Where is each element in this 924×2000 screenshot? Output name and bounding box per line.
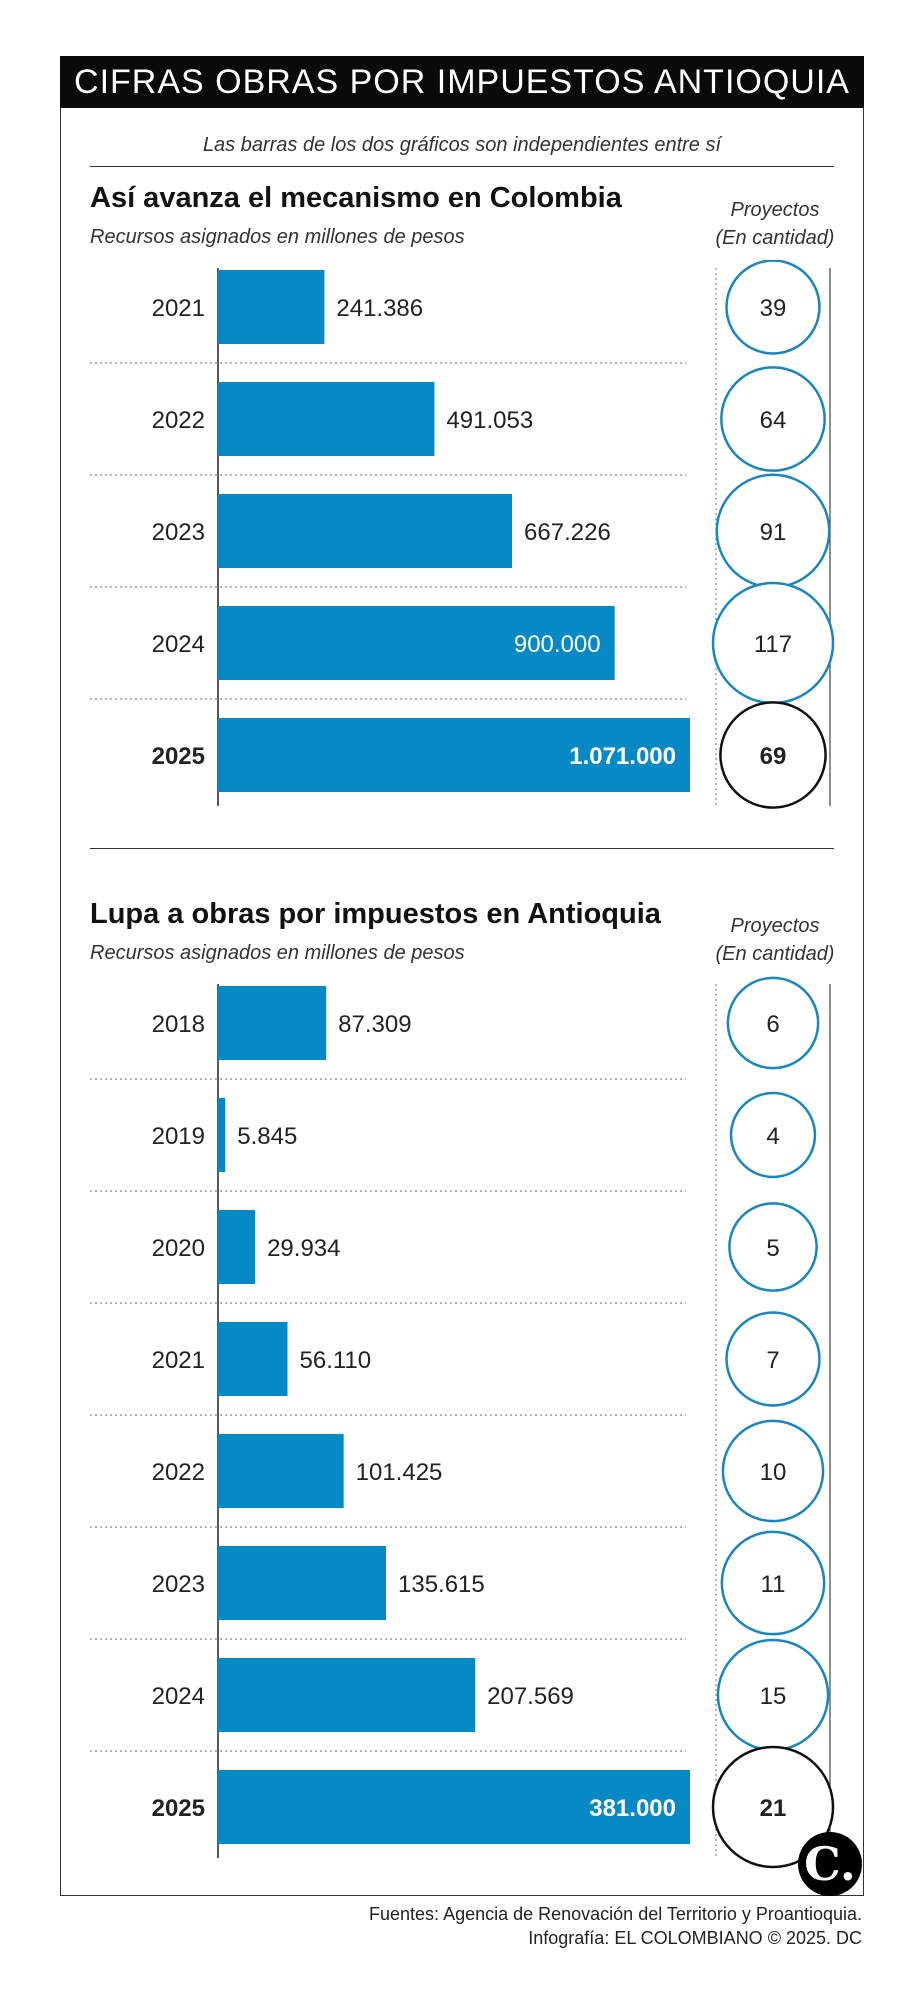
projects-circle [719, 701, 827, 809]
projects-circle [725, 260, 821, 355]
chart2-projects-unit: (En cantidad) [715, 943, 835, 965]
projects-count-label: 21 [760, 1795, 787, 1822]
bar [218, 606, 615, 680]
bar [218, 382, 435, 456]
year-tick-label: 2021 [152, 295, 205, 322]
year-tick-label: 2023 [152, 1571, 205, 1598]
bar [218, 1210, 256, 1284]
year-tick-label: 2024 [152, 1683, 205, 1710]
year-tick-label: 2022 [152, 407, 205, 434]
year-tick-label: 2023 [152, 519, 205, 546]
chart2-subtitle: Recursos asignados en millones de pesos [90, 942, 465, 964]
footer-credits: Infografía: EL COLOMBIANO © 2025. DC [528, 1928, 862, 1948]
projects-count-label: 7 [766, 1347, 779, 1374]
bar [218, 1658, 476, 1732]
value-label: 87.309 [338, 1011, 411, 1038]
section-divider [90, 848, 834, 849]
projects-circle [720, 366, 826, 472]
year-tick-label: 2020 [152, 1235, 205, 1262]
projects-count-label: 64 [760, 407, 787, 434]
projects-count-label: 15 [760, 1683, 787, 1710]
chart1-projects-header: Proyectos (En cantidad) [700, 196, 850, 252]
divider [90, 166, 834, 167]
projects-count-label: 6 [766, 1011, 779, 1038]
value-label: 29.934 [267, 1235, 340, 1262]
projects-count-label: 4 [766, 1123, 779, 1150]
chart1-title: Así avanza el mecanismo en Colombia [90, 182, 622, 214]
value-label: 241.386 [336, 295, 423, 322]
chart1-svg: 2021 241.386 39 2022 491.053 64 2023 667.226 91 2… [90, 260, 835, 809]
projects-count-label: 5 [766, 1235, 779, 1262]
year-tick-label: 2018 [152, 1011, 205, 1038]
projects-count-label: 39 [760, 295, 787, 322]
chart2-svg: 2018 87.309 6 2019 5.845 4 2020 29.934 5 2021 56.1… [90, 976, 835, 1869]
bar [218, 494, 513, 568]
value-label: 135.615 [398, 1571, 485, 1598]
chart-note: Las barras de los dos gráficos son indep… [202, 134, 722, 156]
projects-circle [725, 1311, 821, 1407]
el-colombiano-logo: C. [798, 1832, 862, 1896]
chart2-title: Lupa a obras por impuestos en Antioquia [90, 898, 661, 930]
year-tick-label: 2025 [152, 743, 205, 770]
year-tick-label: 2025 [152, 1795, 205, 1822]
value-label: 900.000 [514, 631, 601, 658]
chart1-projects-unit: (En cantidad) [715, 227, 835, 249]
bar [218, 718, 690, 792]
projects-count-label: 91 [760, 519, 787, 546]
projects-count-label: 117 [754, 631, 792, 658]
projects-circle [726, 976, 820, 1070]
value-label: 491.053 [446, 407, 533, 434]
year-tick-label: 2024 [152, 631, 205, 658]
year-tick-label: 2022 [152, 1459, 205, 1486]
bar [218, 1434, 344, 1508]
bar [218, 1546, 387, 1620]
projects-circle [729, 1091, 817, 1179]
value-label: 1.071.000 [569, 743, 676, 770]
chart1-projects-label: Proyectos [730, 199, 820, 221]
bar [218, 1770, 690, 1844]
value-label: 207.569 [487, 1683, 574, 1710]
projects-circle [720, 1530, 826, 1636]
projects-circle [711, 1745, 835, 1869]
value-label: 667.226 [524, 519, 611, 546]
year-tick-label: 2021 [152, 1347, 205, 1374]
value-label: 101.425 [356, 1459, 443, 1486]
bar [218, 986, 327, 1060]
value-label: 56.110 [300, 1347, 372, 1374]
projects-count-label: 11 [761, 1571, 786, 1598]
chart2-projects-label: Proyectos [730, 915, 820, 937]
value-label: 5.845 [237, 1123, 297, 1150]
page-title: CIFRAS OBRAS POR IMPUESTOS ANTIOQUIA [60, 56, 864, 108]
projects-count-label: 69 [760, 743, 787, 770]
chart1-subtitle: Recursos asignados en millones de pesos [90, 226, 465, 248]
year-tick-label: 2019 [152, 1123, 205, 1150]
bar [218, 1322, 288, 1396]
bar [218, 270, 325, 344]
projects-count-label: 10 [760, 1459, 787, 1486]
value-label: 381.000 [589, 1795, 676, 1822]
projects-circle [721, 1419, 825, 1523]
bar [218, 1098, 226, 1172]
projects-circle [728, 1202, 818, 1292]
footer-sources: Fuentes: Agencia de Renovación del Terri… [369, 1904, 862, 1924]
chart2-projects-header: Proyectos (En cantidad) [700, 912, 850, 968]
